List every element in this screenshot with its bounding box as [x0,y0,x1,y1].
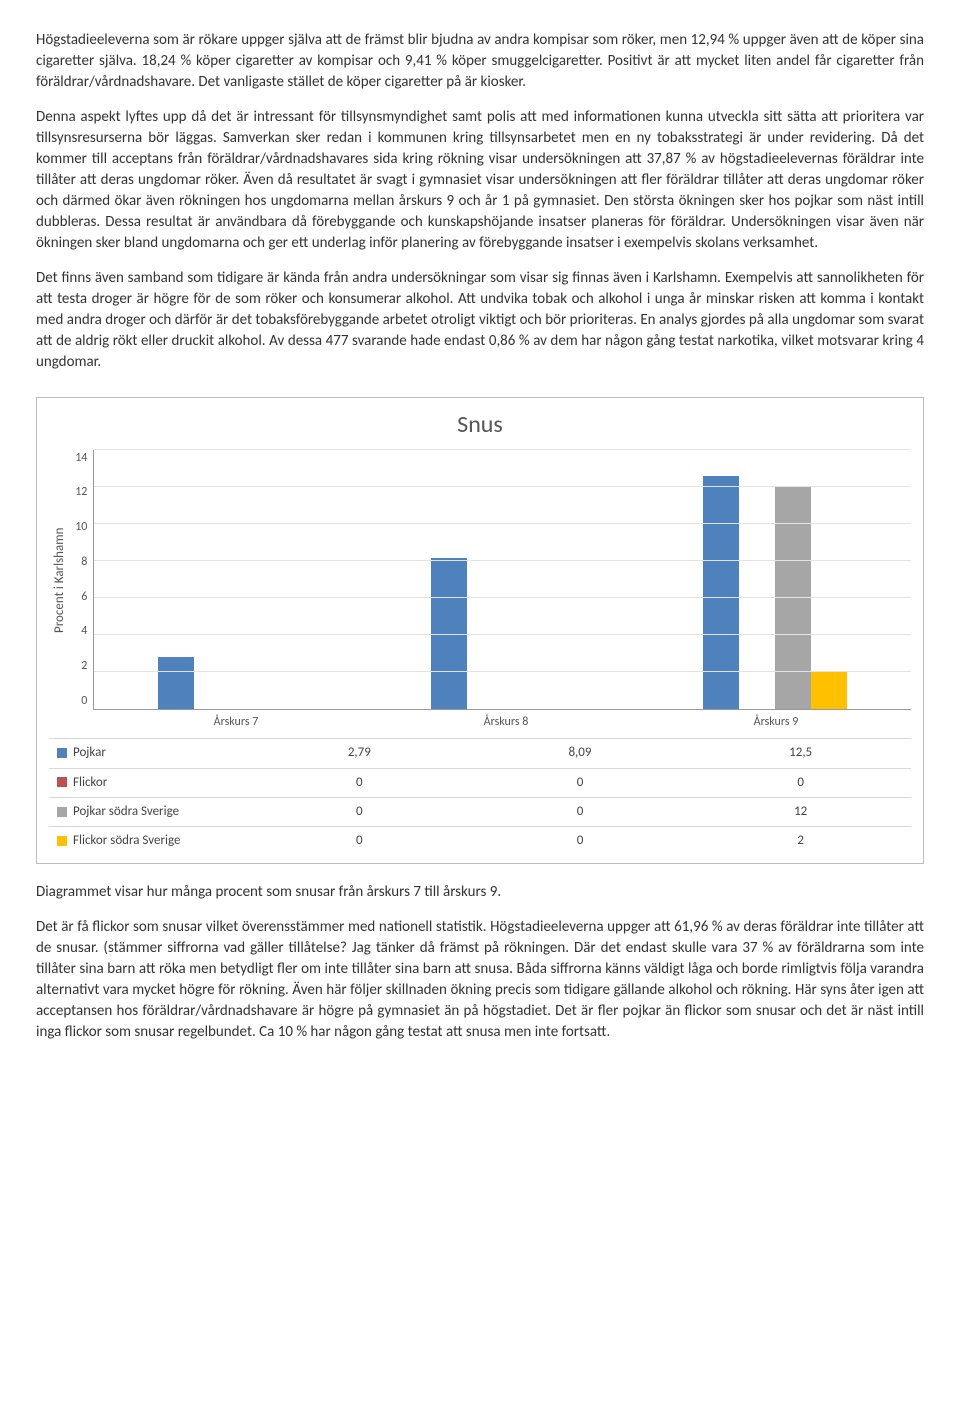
grid-line [94,523,911,524]
data-cell: 2 [690,826,911,855]
x-tick: Årskurs 9 [641,714,911,731]
grid-line [94,671,911,672]
series-name: Pojkar södra Sverige [73,804,179,819]
data-cell: 0 [249,826,470,855]
chart-title: Snus [49,408,911,442]
x-tick: Årskurs 7 [101,714,371,731]
legend-swatch [57,836,67,846]
data-cell: 0 [470,797,691,826]
series-label-cell: Pojkar södra Sverige [49,797,249,826]
chart-body: Procent i Karlshamn 14 12 10 8 6 4 2 0 [49,450,911,710]
y-tick: 14 [75,450,87,467]
data-cell: 0 [249,768,470,797]
table-row: Pojkar södra Sverige0012 [49,797,911,826]
series-name: Flickor södra Sverige [73,833,180,848]
data-cell: 0 [690,768,911,797]
table-row: Flickor södra Sverige002 [49,826,911,855]
grid-line [94,449,911,450]
series-label-cell: Flickor [49,768,249,797]
y-tick: 8 [75,554,87,571]
body-paragraph: Denna aspekt lyftes upp då det är intres… [36,107,924,254]
body-paragraph: Det finns även samband som tidigare är k… [36,268,924,373]
y-tick: 2 [75,658,87,675]
chart-data-table: Pojkar2,798,0912,5Flickor000Pojkar södra… [49,738,911,855]
y-axis-label: Procent i Karlshamn [49,450,71,710]
legend-swatch [57,777,67,787]
x-tick: Årskurs 8 [371,714,641,731]
body-paragraph: Det är få flickor som snusar vilket över… [36,917,924,1043]
bar [158,657,194,709]
series-label-cell: Flickor södra Sverige [49,826,249,855]
grid-line [94,560,911,561]
y-tick: 10 [75,519,87,536]
data-cell: 8,09 [470,739,691,768]
series-name: Pojkar [73,745,106,760]
data-cell: 0 [249,797,470,826]
data-cell: 2,79 [249,739,470,768]
data-cell: 0 [470,768,691,797]
data-cell: 12,5 [690,739,911,768]
grid-line [94,634,911,635]
grid-line [94,597,911,598]
body-paragraph: Diagrammet visar hur många procent som s… [36,882,924,903]
table-row: Flickor000 [49,768,911,797]
y-tick: 0 [75,693,87,710]
grid-line [94,486,911,487]
data-cell: 12 [690,797,911,826]
legend-swatch [57,807,67,817]
snus-chart-container: Snus Procent i Karlshamn 14121086420 Års… [36,397,924,864]
chart-plot-area [93,450,911,710]
x-axis-ticks: Årskurs 7Årskurs 8Årskurs 9 [101,714,911,731]
bar [811,671,847,708]
series-name: Flickor [73,775,107,790]
legend-swatch [57,748,67,758]
y-tick: 6 [75,589,87,606]
bar [703,476,739,708]
table-row: Pojkar 2,798,0912,5 [49,739,911,768]
data-cell: 0 [470,826,691,855]
y-tick: 12 [75,484,87,501]
body-paragraph: Högstadieeleverna som är rökare uppger s… [36,30,924,93]
y-axis-ticks: 14 12 10 8 6 4 2 0 [71,450,93,710]
series-label-cell: Pojkar [49,739,249,768]
y-tick: 4 [75,623,87,640]
